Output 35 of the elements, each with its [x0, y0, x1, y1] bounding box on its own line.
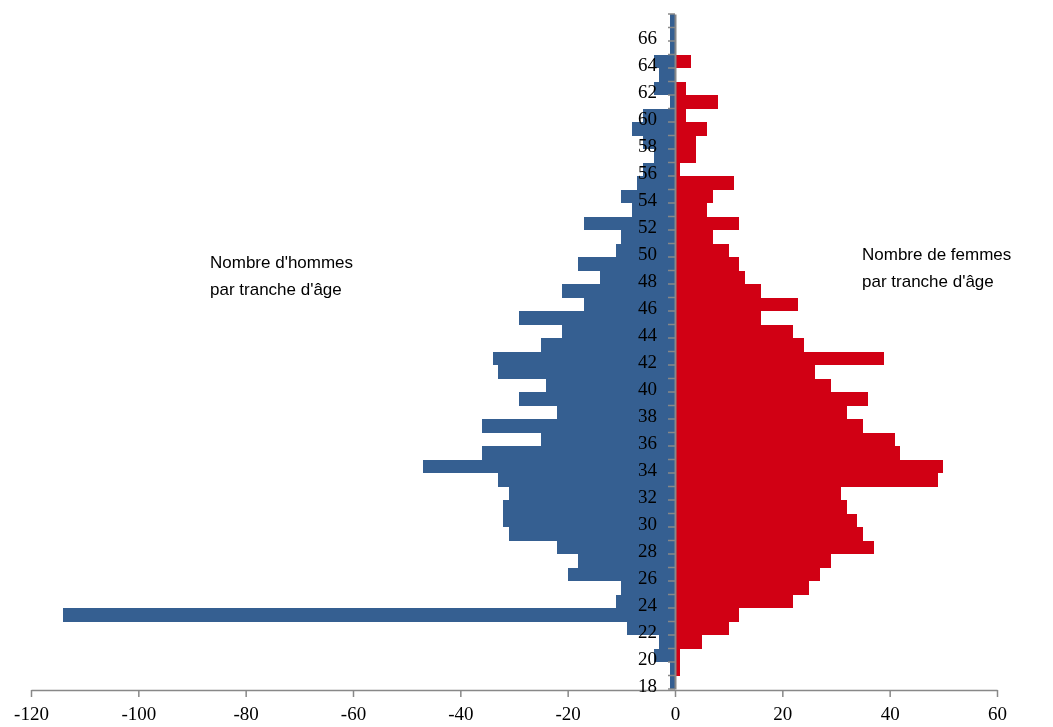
y-tick-label: 50: [638, 242, 657, 264]
x-tick-label: 40: [880, 702, 900, 724]
y-tick-label: 24: [638, 593, 658, 615]
y-tick-label: 30: [638, 512, 657, 534]
x-tick-label: 0: [670, 702, 681, 724]
y-tick-label: 20: [638, 647, 657, 669]
x-tick-label: 20: [773, 702, 793, 724]
x-tick-label: -60: [340, 702, 367, 724]
y-tick-label: 52: [638, 215, 657, 237]
y-tick-label: 56: [638, 161, 657, 183]
x-tick-label: -20: [555, 702, 581, 724]
y-tick-label: 54: [638, 188, 658, 210]
y-tick-label: 62: [638, 80, 657, 102]
y-tick-label: 48: [638, 269, 657, 291]
y-tick-label: 38: [638, 404, 657, 426]
x-tick-label: -100: [121, 702, 157, 724]
y-tick-label: 66: [638, 26, 657, 48]
y-tick-label: 36: [638, 431, 657, 453]
y-tick-label: 60: [638, 107, 657, 129]
y-tick-label: 34: [638, 458, 658, 480]
y-tick-label: 42: [638, 350, 657, 372]
annotation: Nombre de femmes par tranche d'âge: [862, 245, 1012, 292]
x-tick-label: -80: [233, 702, 259, 724]
y-tick-label: 44: [638, 323, 658, 345]
x-tick-label: -120: [14, 702, 49, 724]
y-tick-label: 64: [638, 53, 658, 75]
annotation: Nombre d'hommes par tranche d'âge: [210, 253, 354, 300]
y-tick-label: 26: [638, 566, 657, 588]
y-tick-label: 18: [638, 674, 657, 696]
y-tick-label: 46: [638, 296, 657, 318]
x-tick-label: 60: [988, 702, 1007, 724]
x-tick-label: -40: [448, 702, 474, 724]
y-tick-label: 32: [638, 485, 657, 507]
y-tick-label: 40: [638, 377, 657, 399]
y-tick-label: 28: [638, 539, 657, 561]
